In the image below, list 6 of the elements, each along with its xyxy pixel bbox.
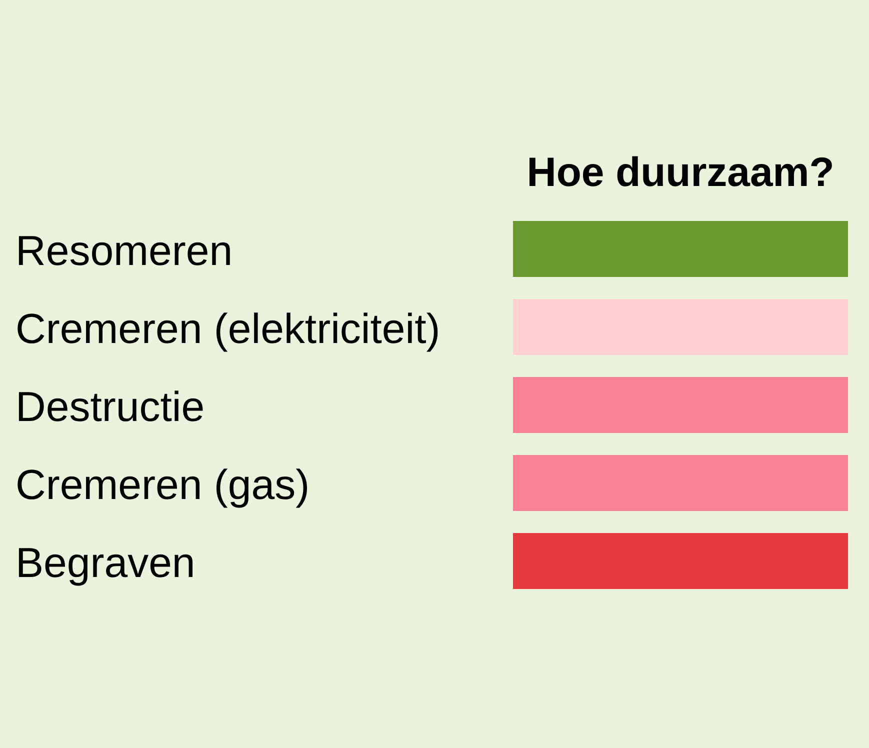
y-tick-label: Begraven — [16, 539, 196, 586]
y-tick-label: Cremeren (elektriciteit) — [16, 305, 440, 352]
y-tick-label: Resomeren — [16, 227, 233, 274]
chart-title: Hoe duurzaam? — [526, 149, 834, 195]
y-tick-label: Cremeren (gas) — [16, 461, 310, 508]
y-tick-label: Destructie — [16, 383, 205, 430]
